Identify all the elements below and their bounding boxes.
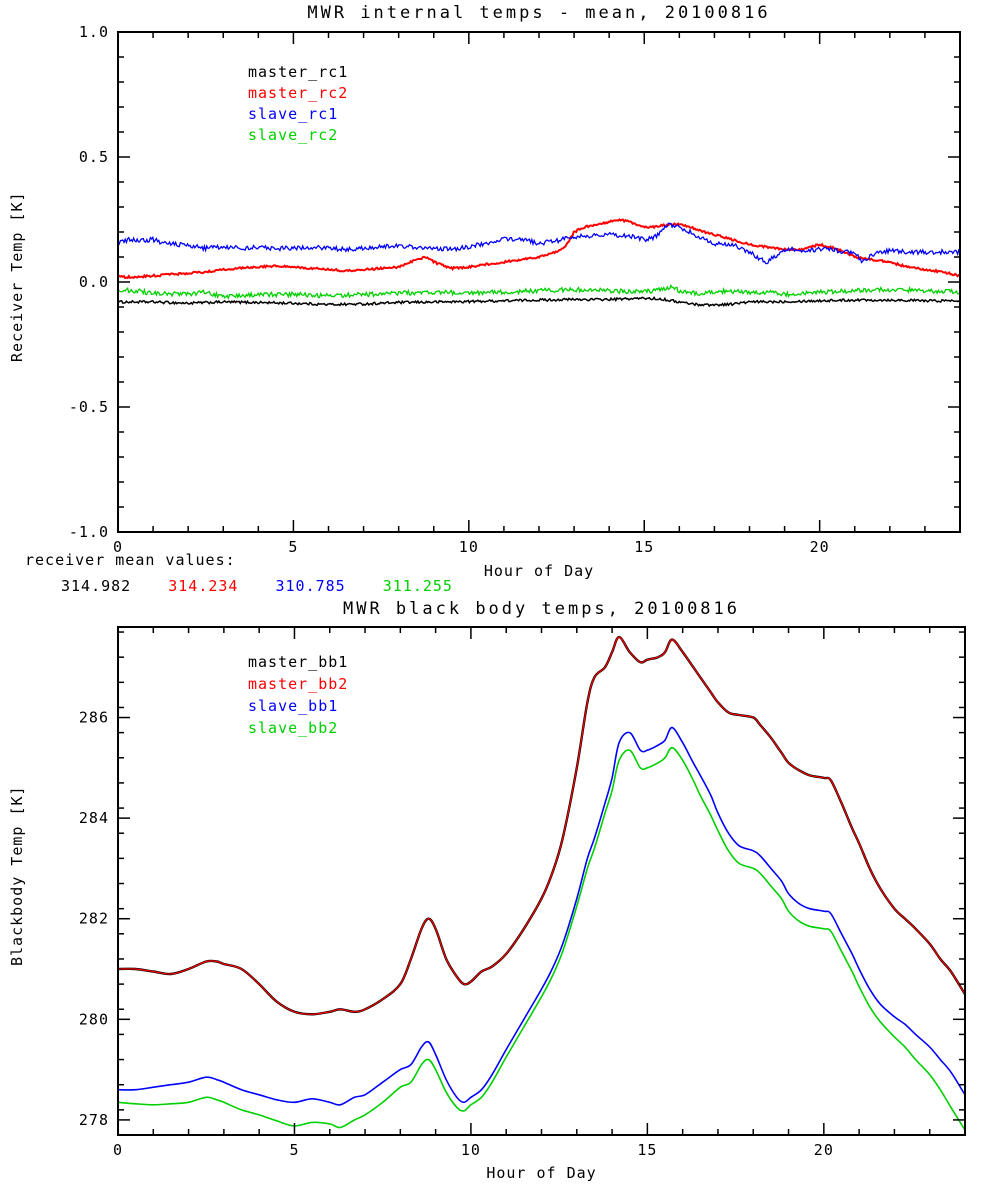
chart2-legend: master_bb1 master_bb2 slave_bb1 slave_bb… [248, 651, 348, 739]
chart1-y-axis-label: Receiver Temp [K] [8, 191, 26, 362]
svg-text:282: 282 [79, 910, 109, 928]
chart2-y-axis-label: Blackbody Temp [K] [8, 785, 26, 966]
svg-text:284: 284 [79, 809, 109, 827]
receiver-mean-values-row: 314.982 314.234 310.785 311.255 [61, 577, 480, 595]
svg-text:20: 20 [814, 1141, 834, 1159]
svg-text:0: 0 [113, 538, 123, 556]
chart1-x-axis-label: Hour of Day [483, 562, 595, 580]
svg-text:278: 278 [79, 1111, 109, 1129]
chart1-title: MWR internal temps - mean, 20100816 [307, 3, 771, 23]
legend-item-master-rc2: master_rc2 [248, 84, 349, 102]
svg-text:20: 20 [810, 538, 830, 556]
chart1-legend: master_rc1 master_rc2 slave_rc1 slave_rc… [248, 62, 348, 146]
svg-text:0.5: 0.5 [79, 148, 109, 166]
svg-text:0.0: 0.0 [79, 273, 109, 291]
mean-value-master-rc1: 314.982 [61, 577, 132, 595]
svg-text:1.0: 1.0 [79, 23, 109, 41]
legend-item-slave-rc1: slave_rc1 [248, 105, 339, 123]
svg-text:-1.0: -1.0 [69, 523, 109, 541]
svg-text:286: 286 [79, 709, 109, 727]
chart2-x-axis-label: Hour of Day [486, 1164, 597, 1182]
legend-item-slave-bb2: slave_bb2 [248, 719, 339, 737]
svg-text:10: 10 [461, 1141, 481, 1159]
mean-value-slave-rc1: 310.785 [275, 577, 346, 595]
legend-item-slave-rc2: slave_rc2 [248, 126, 339, 144]
mean-value-slave-rc2: 311.255 [382, 577, 453, 595]
svg-text:280: 280 [79, 1010, 109, 1028]
receiver-mean-values-label: receiver mean values: [25, 551, 236, 569]
svg-text:5: 5 [289, 1141, 299, 1159]
svg-text:15: 15 [637, 1141, 657, 1159]
legend-item-master-rc1: master_rc1 [248, 63, 349, 81]
svg-text:-0.5: -0.5 [69, 398, 109, 416]
svg-text:10: 10 [459, 538, 479, 556]
legend-item-slave-bb1: slave_bb1 [248, 697, 339, 715]
svg-text:0: 0 [113, 1141, 123, 1159]
svg-text:5: 5 [288, 538, 298, 556]
legend-item-master-bb1: master_bb1 [248, 653, 349, 671]
legend-item-master-bb2: master_bb2 [248, 675, 349, 693]
chart2-title: MWR black body temps, 20100816 [342, 599, 741, 619]
svg-text:15: 15 [634, 538, 654, 556]
mean-value-master-rc2: 314.234 [168, 577, 239, 595]
